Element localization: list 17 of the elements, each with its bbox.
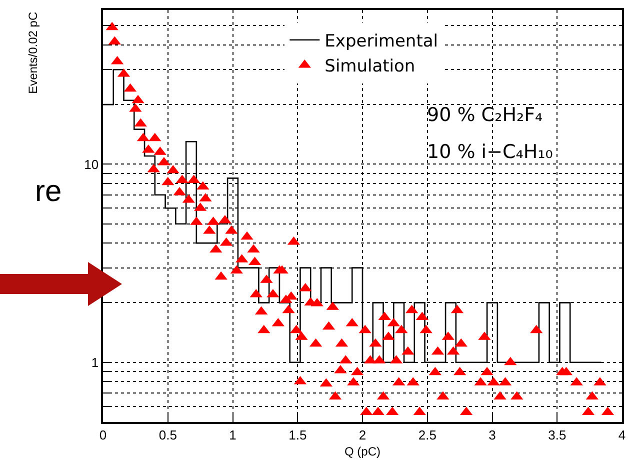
x-axis-title: Q (pC) [344, 444, 381, 459]
x-tick-label: 2.5 [418, 427, 436, 442]
x-tick-label: 4 [618, 427, 626, 442]
x-tick-label: 3 [488, 427, 496, 442]
annotation: 90 % C₂H₂F₄ [427, 104, 544, 126]
annotation: 10 % i−C₄H₁₀ [427, 141, 553, 163]
x-tick-label: 1.5 [288, 427, 307, 442]
x-tick-label: 2 [358, 427, 366, 442]
x-tick-label: 1 [229, 427, 236, 442]
y-tick-label: 10 [84, 156, 99, 172]
x-tick-label: 0 [99, 427, 107, 442]
legend-label: Experimental [324, 32, 438, 52]
y-axis-title: Events/0.02 pC [26, 12, 40, 94]
x-tick-label: 0.5 [158, 427, 177, 442]
x-tick-label: 3.5 [548, 427, 566, 442]
legend-label: Simulation [324, 56, 416, 77]
text: re [35, 175, 62, 208]
